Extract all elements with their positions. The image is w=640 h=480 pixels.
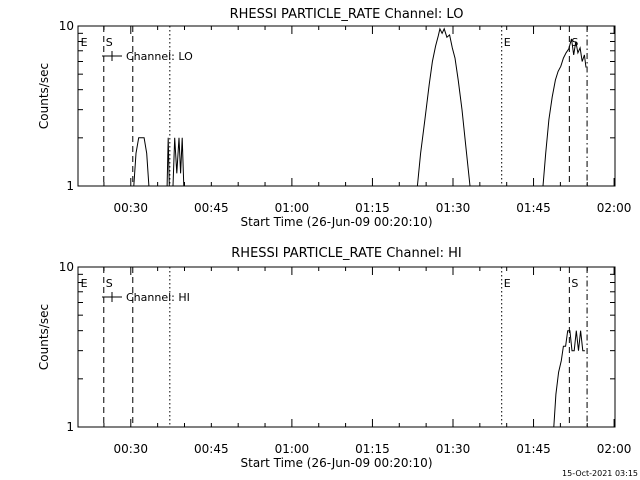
x-tick-label: 02:00	[597, 201, 632, 215]
data-series-line	[416, 27, 471, 187]
legend-label: Channel: LO	[126, 50, 193, 63]
x-tick-label: 01:00	[275, 201, 310, 215]
y-tick-label: 10	[59, 260, 74, 274]
x-tick-label: 00:30	[113, 201, 148, 215]
x-tick-label: 00:45	[194, 201, 229, 215]
y-axis-label: Counts/sec	[37, 304, 51, 370]
y-axis-label: Counts/sec	[37, 63, 51, 129]
event-marker-label: E	[81, 277, 88, 290]
plot-frame	[77, 266, 616, 428]
x-tick-label: 02:00	[597, 442, 632, 456]
data-series-line	[133, 137, 150, 187]
event-marker-label: E	[504, 36, 511, 49]
x-axis-label: Start Time (26-Jun-09 00:20:10)	[241, 215, 433, 229]
x-tick-label: 01:15	[355, 201, 390, 215]
event-marker-label: E	[504, 277, 511, 290]
x-tick-label: 01:15	[355, 442, 390, 456]
x-tick-label: 00:45	[194, 442, 229, 456]
x-tick-label: 01:30	[436, 442, 471, 456]
data-series-line	[172, 137, 185, 187]
x-axis-label: Start Time (26-Jun-09 00:20:10)	[241, 456, 433, 470]
x-tick-label: 00:30	[113, 442, 148, 456]
data-series-line	[553, 330, 585, 428]
legend-label: Channel: HI	[126, 291, 190, 304]
y-tick-label: 1	[66, 179, 74, 193]
plot-frame	[77, 25, 616, 187]
lo-channel-chart: RHESSI PARTICLE_RATE Channel: LO E S E S 00:3…	[37, 7, 631, 229]
event-marker-label: E	[81, 36, 88, 49]
event-marker-label: S	[571, 36, 578, 49]
chart-title: RHESSI PARTICLE_RATE Channel: LO	[230, 7, 464, 22]
event-marker-label: S	[106, 36, 113, 49]
y-tick-label: 1	[66, 420, 74, 434]
x-tick-label: 01:45	[516, 442, 551, 456]
x-tick-label: 01:30	[436, 201, 471, 215]
data-series-line	[166, 137, 170, 187]
hi-channel-chart: RHESSI PARTICLE_RATE Channel: HI E S E S 00:3…	[37, 246, 631, 470]
event-marker-label: S	[571, 277, 578, 290]
x-tick-label: 01:00	[275, 442, 310, 456]
event-marker-label: S	[106, 277, 113, 290]
x-tick-label: 01:45	[516, 201, 551, 215]
generation-timestamp: 15-Oct-2021 03:15	[562, 469, 638, 478]
y-tick-label: 10	[59, 19, 74, 33]
data-series-line	[542, 38, 587, 187]
chart-title: RHESSI PARTICLE_RATE Channel: HI	[231, 246, 461, 261]
